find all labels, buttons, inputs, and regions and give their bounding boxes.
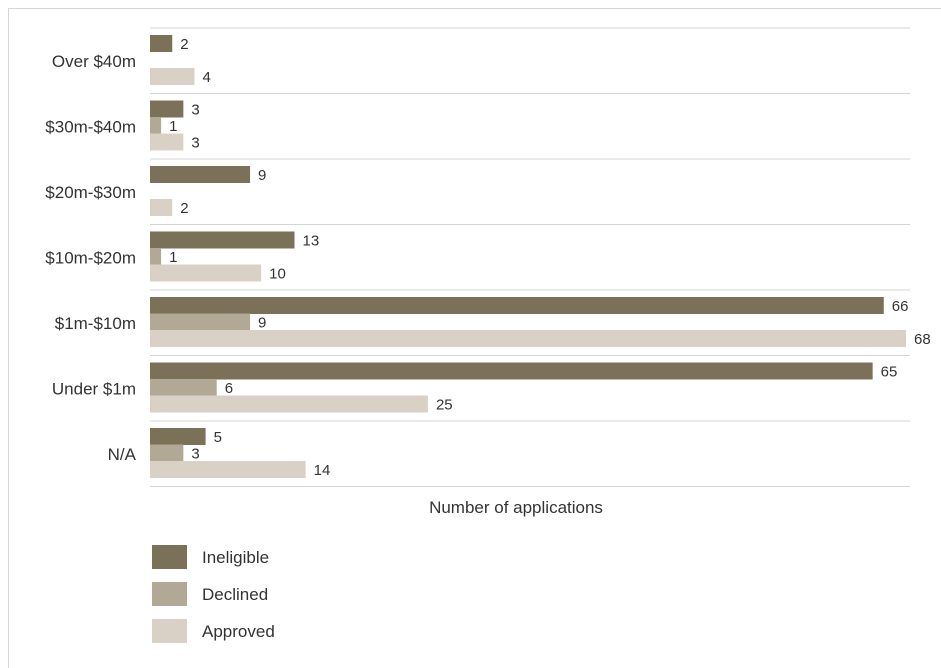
bar-approved: [150, 395, 428, 413]
value-label: 3: [191, 135, 199, 152]
value-label: 14: [314, 462, 331, 479]
bar-ineligible: [150, 297, 884, 314]
category-label: N/A: [108, 445, 137, 464]
bar-approved: [150, 461, 306, 478]
bar-ineligible: [150, 166, 251, 183]
bar-approved: [150, 330, 906, 347]
category-label: Under $1m: [52, 379, 136, 398]
bar-declined: [150, 248, 162, 265]
grid-lines: [150, 27, 910, 487]
chart-border: [8, 8, 941, 668]
value-label: 2: [180, 36, 188, 53]
value-label: 1: [169, 249, 177, 266]
x-axis-title: Number of applications: [429, 498, 603, 517]
bar-approved: [150, 199, 173, 216]
value-label: 1: [169, 118, 177, 135]
value-label: 2: [180, 200, 188, 217]
bar-declined: [150, 444, 184, 462]
value-label: 68: [914, 331, 931, 348]
bar-approved: [150, 264, 262, 282]
legend-label: Declined: [202, 585, 268, 604]
value-label: 5: [214, 429, 222, 446]
value-label: 66: [892, 298, 909, 315]
bar-ineligible: [150, 100, 184, 118]
category-label: $1m-$10m: [55, 314, 136, 333]
value-label: 25: [436, 397, 453, 414]
value-label: 3: [191, 102, 199, 119]
legend-swatch-approved: [152, 619, 187, 643]
legend-label: Approved: [202, 622, 275, 641]
value-label: 65: [881, 364, 898, 381]
category-label: Over $40m: [52, 52, 136, 71]
category-label: $20m-$30m: [45, 183, 136, 202]
bar-declined: [150, 313, 251, 331]
legend-label: Ineligible: [202, 548, 269, 567]
bar-ineligible: [150, 231, 295, 249]
category-labels: Over $40m $30m-$40m $20m-$30m $10m-$20m $1m-…: [45, 52, 136, 464]
bar-declined: [150, 379, 217, 396]
legend-swatch-ineligible: [152, 545, 187, 569]
category-label: $30m-$40m: [45, 117, 136, 136]
bar-ineligible: [150, 428, 206, 445]
legend-swatch-declined: [152, 582, 187, 606]
value-label: 9: [258, 167, 266, 184]
value-label: 6: [225, 380, 233, 397]
bar-approved: [150, 133, 184, 151]
legend: Ineligible Declined Approved: [152, 545, 275, 643]
bars: [150, 35, 906, 478]
value-label: 9: [258, 315, 266, 332]
bar-ineligible: [150, 362, 873, 380]
bar-ineligible: [150, 35, 173, 52]
value-label: 4: [202, 69, 210, 86]
value-label: 13: [303, 233, 320, 250]
category-label: $10m-$20m: [45, 248, 136, 267]
value-label: 10: [269, 266, 286, 283]
bar-declined: [150, 117, 162, 134]
bar-approved: [150, 68, 195, 85]
value-label: 3: [191, 446, 199, 463]
